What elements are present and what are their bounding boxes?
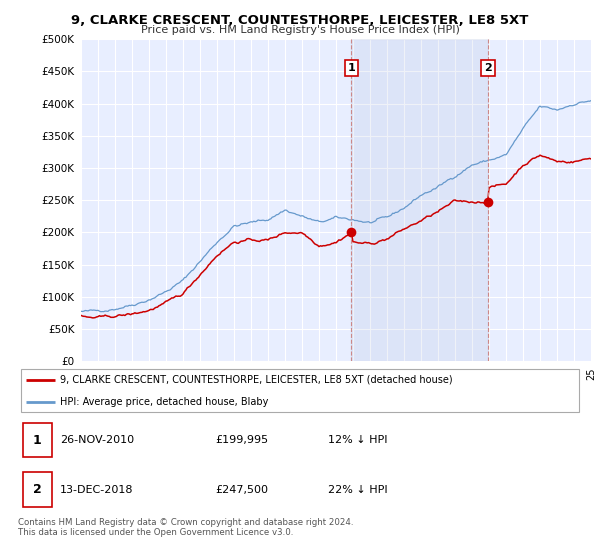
Text: 2: 2 <box>484 63 492 73</box>
Text: Contains HM Land Registry data © Crown copyright and database right 2024.
This d: Contains HM Land Registry data © Crown c… <box>18 518 353 538</box>
Text: £199,995: £199,995 <box>215 435 269 445</box>
Text: 1: 1 <box>347 63 355 73</box>
Text: HPI: Average price, detached house, Blaby: HPI: Average price, detached house, Blab… <box>60 396 269 407</box>
Text: 12% ↓ HPI: 12% ↓ HPI <box>328 435 388 445</box>
FancyBboxPatch shape <box>23 473 52 507</box>
FancyBboxPatch shape <box>21 368 579 413</box>
Text: 9, CLARKE CRESCENT, COUNTESTHORPE, LEICESTER, LE8 5XT: 9, CLARKE CRESCENT, COUNTESTHORPE, LEICE… <box>71 14 529 27</box>
Text: £247,500: £247,500 <box>215 484 268 494</box>
Text: Price paid vs. HM Land Registry's House Price Index (HPI): Price paid vs. HM Land Registry's House … <box>140 25 460 35</box>
Text: 13-DEC-2018: 13-DEC-2018 <box>60 484 134 494</box>
Bar <box>352 39 488 361</box>
Text: 1: 1 <box>33 433 41 446</box>
Text: 22% ↓ HPI: 22% ↓ HPI <box>328 484 388 494</box>
Text: 2: 2 <box>33 483 41 496</box>
FancyBboxPatch shape <box>23 423 52 457</box>
Text: 26-NOV-2010: 26-NOV-2010 <box>60 435 134 445</box>
Text: 9, CLARKE CRESCENT, COUNTESTHORPE, LEICESTER, LE8 5XT (detached house): 9, CLARKE CRESCENT, COUNTESTHORPE, LEICE… <box>60 375 453 385</box>
